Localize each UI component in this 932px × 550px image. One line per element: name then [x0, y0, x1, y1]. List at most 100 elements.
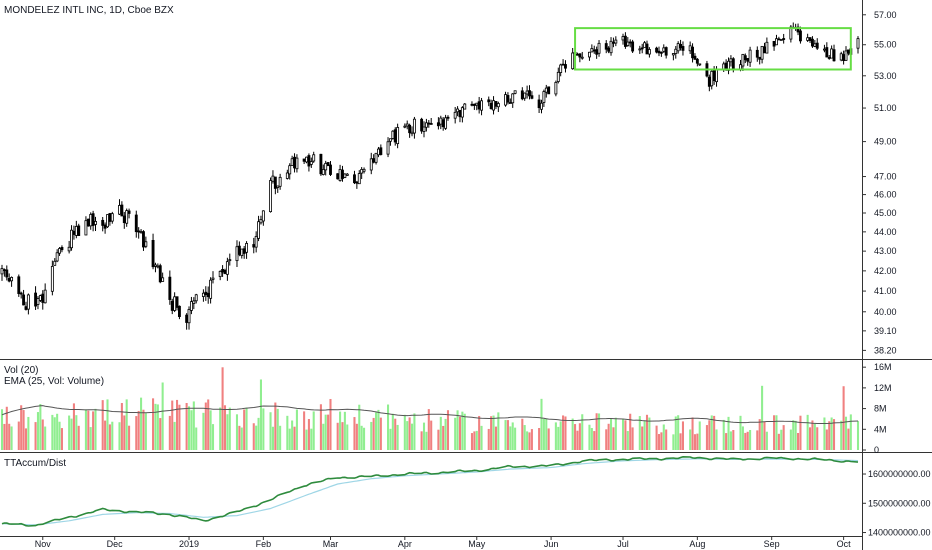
- candle-body: [822, 48, 826, 51]
- candle-body: [511, 93, 515, 104]
- candle: [309, 157, 313, 168]
- candle-body: [91, 213, 95, 226]
- candle: [271, 170, 275, 184]
- candle: [763, 42, 766, 54]
- candle-body: [127, 210, 131, 214]
- candle-body: [460, 107, 464, 118]
- candle: [729, 55, 733, 67]
- volume-bar: [590, 428, 593, 450]
- candle-body: [173, 296, 177, 311]
- volume-bar: [660, 432, 663, 450]
- candle: [592, 45, 596, 54]
- candle: [393, 127, 397, 146]
- candle-body: [154, 264, 157, 267]
- candle: [528, 85, 531, 100]
- candle-body: [189, 301, 193, 311]
- candle-body: [403, 125, 407, 128]
- candle: [201, 289, 205, 302]
- candle: [775, 34, 778, 46]
- volume-bar: [540, 398, 543, 450]
- candle: [386, 137, 390, 158]
- candle: [168, 270, 172, 305]
- candle: [779, 38, 783, 41]
- volume-bar: [135, 416, 138, 450]
- candle: [173, 292, 177, 313]
- volume-bar: [588, 424, 591, 450]
- candle-body: [259, 218, 263, 224]
- candle-body: [564, 64, 567, 69]
- candle: [403, 123, 407, 129]
- candle: [446, 115, 450, 121]
- volume-bar: [727, 416, 730, 450]
- volume-bar: [152, 398, 155, 450]
- candle-body: [36, 298, 40, 305]
- candle: [765, 37, 769, 54]
- price-axis[interactable]: 57.00 55.00 53.00 51.00 49.00 47.00 46.00 45.00…: [862, 10, 931, 538]
- time-tick-label: Apr: [398, 539, 412, 549]
- candle-body: [679, 43, 683, 49]
- candle: [55, 249, 59, 263]
- time-axis[interactable]: Nov Dec 2019 Feb Mar Apr May Jun Jul Aug Sep Oct: [35, 536, 851, 549]
- volume-bar: [226, 414, 229, 450]
- volume-pane: [0, 367, 860, 450]
- volume-bar: [732, 430, 735, 450]
- candle-body: [647, 49, 651, 55]
- candle: [621, 33, 625, 45]
- candle-body: [681, 46, 685, 51]
- candle-body: [576, 53, 579, 56]
- candle: [185, 313, 189, 330]
- candle-body: [439, 117, 443, 125]
- candle-body: [161, 277, 165, 282]
- candle-body: [345, 173, 349, 176]
- candle: [806, 33, 810, 42]
- candle: [420, 117, 424, 134]
- candle-body: [362, 168, 366, 172]
- candle: [554, 80, 558, 97]
- candle-body: [221, 269, 225, 273]
- candle: [727, 57, 730, 75]
- candle-body: [204, 291, 208, 296]
- volume-bar: [638, 416, 641, 450]
- volume-bar: [696, 433, 699, 450]
- volume-bar: [761, 385, 764, 450]
- candle-body: [456, 108, 460, 113]
- volume-bar: [554, 422, 557, 450]
- volume-bar: [739, 415, 742, 450]
- candle-body: [34, 292, 38, 307]
- candle-body: [389, 138, 392, 142]
- candle-body: [597, 42, 601, 54]
- volume-bar: [39, 403, 42, 450]
- candle-body: [412, 118, 416, 134]
- volume-bar: [396, 424, 399, 450]
- candle-body: [607, 47, 611, 52]
- candle: [276, 185, 280, 193]
- volume-bar: [339, 411, 342, 450]
- candle-body: [691, 46, 694, 59]
- candle-body: [43, 289, 47, 304]
- candle-body: [755, 49, 759, 58]
- candle: [74, 220, 78, 239]
- volume-bar: [813, 423, 816, 450]
- volume-bar: [847, 428, 850, 450]
- candle: [611, 37, 615, 48]
- volume-bar: [53, 417, 56, 450]
- volume-bar: [825, 429, 828, 450]
- candle-body: [386, 141, 390, 155]
- candle-body: [326, 162, 330, 167]
- candle: [830, 45, 834, 59]
- candle-body: [372, 158, 376, 163]
- volume-bar: [288, 428, 291, 450]
- time-tick-label: Mar: [323, 539, 339, 549]
- candle-body: [796, 26, 800, 33]
- candle: [561, 59, 565, 66]
- candle-body: [237, 245, 241, 255]
- candle: [142, 230, 145, 251]
- volume-bar: [20, 405, 23, 450]
- candle-body: [305, 156, 308, 163]
- price-pane: [0, 22, 860, 330]
- candle: [137, 227, 141, 239]
- time-tick-label: Aug: [689, 539, 705, 549]
- candle-body: [192, 300, 196, 304]
- candle: [559, 63, 563, 77]
- candle: [671, 53, 675, 61]
